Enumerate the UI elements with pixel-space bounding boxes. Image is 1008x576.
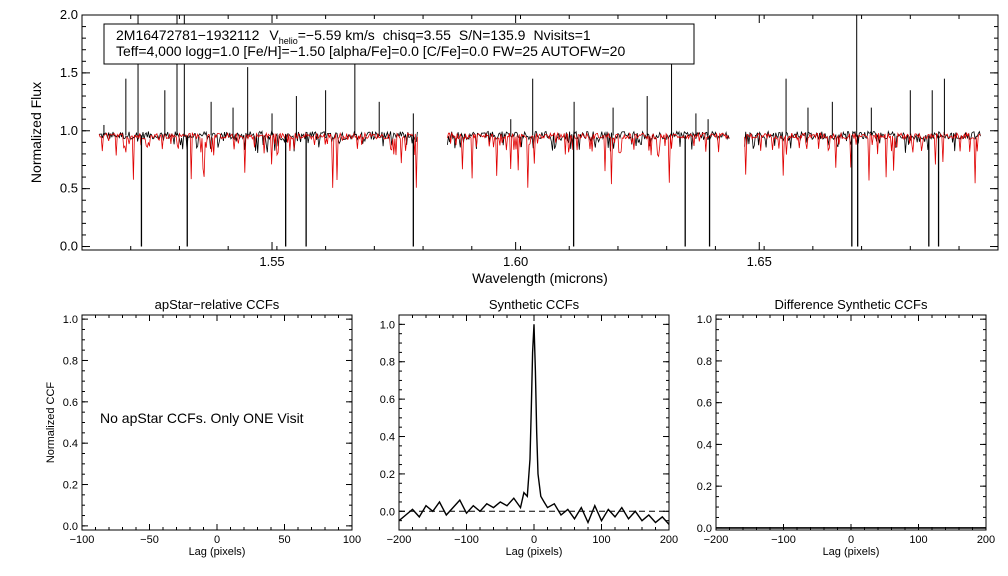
synthetic-spectrum-chip-2	[447, 131, 730, 188]
y-tick-label: 0.2	[697, 481, 712, 493]
y-tick-label: 1.0	[63, 314, 78, 326]
y-tick-label: 0.6	[697, 398, 712, 410]
x-tick-label: 100	[343, 534, 361, 546]
chisq-value: chisq=3.55	[383, 27, 451, 43]
x-tick-label: −100	[771, 534, 796, 546]
synthetic-spectrum-chip-3	[744, 131, 981, 184]
vhelio-value: =−5.59 km/s	[298, 27, 375, 43]
y-axis-label: Normalized Flux	[28, 82, 44, 183]
y-tick-label: 2.0	[60, 7, 78, 22]
nvisits-value: Nvisits=1	[533, 27, 590, 43]
plot-frame	[715, 314, 987, 531]
x-tick-label: 200	[977, 534, 995, 546]
x-tick-label: 1.55	[259, 254, 284, 269]
x-tick-label: 1.60	[503, 254, 528, 269]
x-tick-label: 0	[214, 534, 220, 546]
y-tick-label: 1.0	[60, 123, 78, 138]
y-tick-label: 1.0	[697, 314, 712, 326]
difference-ccf-panel: −200 −100 0 100 200 0.0 0.2 0.4 0.6 0.8 1.0 Differe…	[697, 297, 995, 558]
synthetic-ccf-line	[398, 324, 670, 525]
sn-value: S/N=135.9	[459, 27, 526, 43]
plot-frame	[81, 14, 999, 251]
y-tick-label: 0.6	[63, 397, 78, 409]
y-tick-label: 0.8	[697, 356, 712, 368]
x-tick-label: −200	[704, 534, 729, 546]
x-axis-label: Wavelength (microns)	[472, 270, 608, 286]
y-tick-label: 0.8	[380, 357, 395, 369]
stellar-info-box	[103, 23, 695, 65]
y-tick-label: 1.0	[380, 319, 395, 331]
y-tick-label: 0.4	[380, 432, 395, 444]
x-tick-label: −50	[140, 534, 159, 546]
y-tick-label: 0.8	[63, 355, 78, 367]
x-tick-label: 1.65	[747, 254, 772, 269]
star-id: 2M16472781−1932112	[116, 27, 260, 43]
y-tick-label: 1.5	[60, 65, 78, 80]
y-tick-label: 0.0	[380, 506, 395, 518]
panel-title: apStar−relative CCFs	[155, 297, 280, 312]
x-tick-label: 100	[592, 534, 610, 546]
y-tick-label: 0.0	[63, 521, 78, 533]
x-axis-label: Lag (pixels)	[506, 546, 563, 558]
y-tick-label: 0.5	[60, 181, 78, 196]
y-tick-label: 0.0	[697, 523, 712, 535]
vhelio-label: V	[269, 27, 279, 43]
x-tick-label: 50	[278, 534, 290, 546]
synthetic-spectrum-chip-1	[98, 131, 418, 188]
observed-spectrum-chip-2	[447, 130, 730, 152]
y-tick-label: 0.0	[60, 239, 78, 254]
x-tick-label: −100	[454, 534, 479, 546]
vhelio-subscript: helio	[279, 36, 298, 46]
y-tick-label: 0.4	[63, 438, 78, 450]
x-tick-label: −200	[387, 534, 412, 546]
x-tick-label: 100	[909, 534, 927, 546]
x-tick-label: −100	[70, 534, 95, 546]
stellar-info-line-1: 2M16472781−1932112 Vhelio=−5.59 km/s chisq…	[116, 27, 591, 46]
y-tick-label: 0.6	[380, 394, 395, 406]
x-tick-label: 0	[531, 534, 537, 546]
x-axis-label: Lag (pixels)	[189, 546, 246, 558]
x-tick-label: 0	[848, 534, 854, 546]
y-axis-label: Normalized CCF	[45, 382, 57, 464]
no-ccf-message: No apStar CCFs. Only ONE Visit	[100, 410, 304, 426]
panel-title: Synthetic CCFs	[489, 297, 580, 312]
y-tick-label: 0.2	[380, 469, 395, 481]
x-tick-label: 200	[660, 534, 678, 546]
stellar-info-line-2: Teff=4,000 logg=1.0 [Fe/H]=−1.50 [alpha/…	[116, 43, 625, 59]
panel-title: Difference Synthetic CCFs	[775, 297, 928, 312]
apstar-ccf-panel: −100 −50 0 50 100 0.0 0.2 0.4 0.6 0.8 1.0 apStar−re…	[45, 297, 361, 558]
y-tick-label: 0.4	[697, 439, 712, 451]
y-tick-label: 0.2	[63, 480, 78, 492]
x-axis-label: Lag (pixels)	[823, 546, 880, 558]
synthetic-ccf-panel: −200 −100 0 100 200 0.0 0.2 0.4 0.6 0.8 1.0 Synthet…	[380, 297, 678, 558]
